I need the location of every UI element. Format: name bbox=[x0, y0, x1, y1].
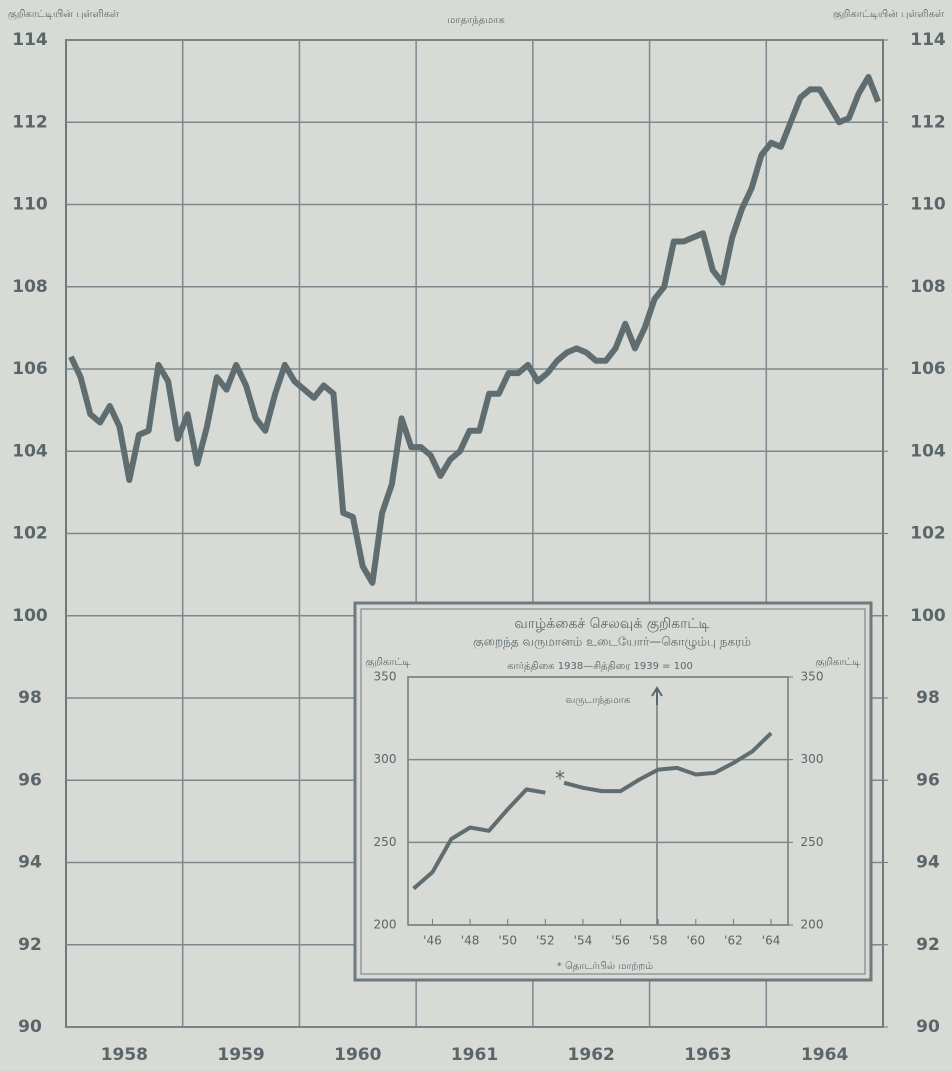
y2-tick-label: 96 bbox=[916, 770, 940, 790]
x-tick-label: 1960 bbox=[334, 1045, 381, 1065]
y-tick-label: 300 bbox=[374, 752, 397, 766]
x-tick-label: '52 bbox=[536, 934, 555, 948]
main-plot: 90 92 94 96 98 100 102 104 106 108 110 112 114 90 92 94… bbox=[12, 30, 946, 1065]
x-tick-label: '62 bbox=[724, 934, 743, 948]
y2-tick-label: 98 bbox=[916, 688, 940, 708]
annotation-arrow bbox=[651, 686, 663, 705]
y2-tick-label: 112 bbox=[910, 112, 946, 132]
x-tick-label: 1964 bbox=[801, 1045, 848, 1065]
y2-tick-label: 100 bbox=[910, 606, 946, 626]
inset-title: வாழ்க்கைச் செலவுக் குறிகாட்டி bbox=[514, 616, 709, 633]
x-tick-label: '56 bbox=[611, 934, 630, 948]
y-tick-label: 106 bbox=[12, 359, 48, 379]
y2-tick-label: 104 bbox=[910, 441, 946, 461]
y-axis-label: குறிகாட்டியின் புள்ளிகள் bbox=[8, 9, 119, 21]
y-tick-label: 350 bbox=[374, 670, 397, 684]
inset-note: கார்த்திகை 1938—சித்திரை 1939 = 100 bbox=[507, 661, 693, 672]
break-mark: * bbox=[555, 767, 565, 791]
x-tick-label: 1959 bbox=[217, 1045, 264, 1065]
x-tick-label: '46 bbox=[423, 934, 442, 948]
x-tick-label: 1961 bbox=[451, 1045, 498, 1065]
y2-tick-label: 350 bbox=[801, 670, 824, 684]
y-tick-label: 110 bbox=[12, 195, 48, 215]
y2-tick-label: 250 bbox=[801, 835, 824, 849]
y2-tick-label: 108 bbox=[910, 277, 946, 297]
inset-footnote: * தொடர்பில் மாற்றம் bbox=[557, 961, 653, 972]
y2-tick-label: 94 bbox=[916, 853, 940, 873]
y-tick-label: 96 bbox=[18, 770, 42, 790]
data-line bbox=[412, 731, 773, 891]
x-tick-label: '60 bbox=[687, 934, 706, 948]
x-tick-label: '64 bbox=[762, 934, 781, 948]
y-tick-label: 250 bbox=[374, 835, 397, 849]
y2-tick-label: 102 bbox=[910, 524, 946, 544]
y2-tick-label: 90 bbox=[916, 1017, 940, 1037]
inset-subtitle: குறைந்த வருமானம் உடையோர்—கொழும்பு நகரம் bbox=[473, 635, 751, 650]
inset-plot: 200 250 300 350 200 250 300 350 '46 '48 '50 '52 '54 '… bbox=[374, 670, 824, 948]
inset-y-label: குறிகாட்டி bbox=[366, 657, 411, 669]
y-tick-label: 108 bbox=[12, 277, 48, 297]
y-tick-label: 104 bbox=[12, 441, 48, 461]
x-tick-label: 1962 bbox=[568, 1045, 615, 1065]
x-tick-label: '48 bbox=[461, 934, 480, 948]
y2-tick-label: 106 bbox=[910, 359, 946, 379]
y2-tick-label: 110 bbox=[910, 195, 946, 215]
y-tick-label: 114 bbox=[12, 30, 48, 50]
y2-tick-label: 114 bbox=[910, 30, 946, 50]
y-tick-label: 102 bbox=[12, 524, 48, 544]
y-tick-label: 200 bbox=[374, 918, 397, 932]
y-tick-label: 100 bbox=[12, 606, 48, 626]
inset-frame-inner bbox=[360, 608, 866, 975]
x-tick-label: '58 bbox=[649, 934, 668, 948]
y-tick-label: 112 bbox=[12, 112, 48, 132]
y2-tick-label: 92 bbox=[916, 935, 940, 955]
y-tick-label: 94 bbox=[18, 853, 42, 873]
x-tick-label: '50 bbox=[498, 934, 517, 948]
x-tick-label: '54 bbox=[574, 934, 593, 948]
inset-annotation: வருடாந்தமாக bbox=[566, 695, 631, 706]
x-tick-label: 1958 bbox=[101, 1045, 148, 1065]
y2-axis-label: குறிகாட்டியின் புள்ளிகள் bbox=[833, 9, 944, 21]
y-tick-label: 98 bbox=[18, 688, 42, 708]
y2-tick-label: 200 bbox=[801, 918, 824, 932]
chart-title: மாதாந்தமாக bbox=[447, 15, 505, 26]
inset-y2-label: குறிகாட்டி bbox=[816, 657, 861, 669]
x-tick-label: 1963 bbox=[684, 1045, 731, 1065]
y-tick-label: 90 bbox=[18, 1017, 42, 1037]
y2-tick-label: 300 bbox=[801, 752, 824, 766]
data-line bbox=[68, 74, 881, 586]
y-tick-label: 92 bbox=[18, 935, 42, 955]
